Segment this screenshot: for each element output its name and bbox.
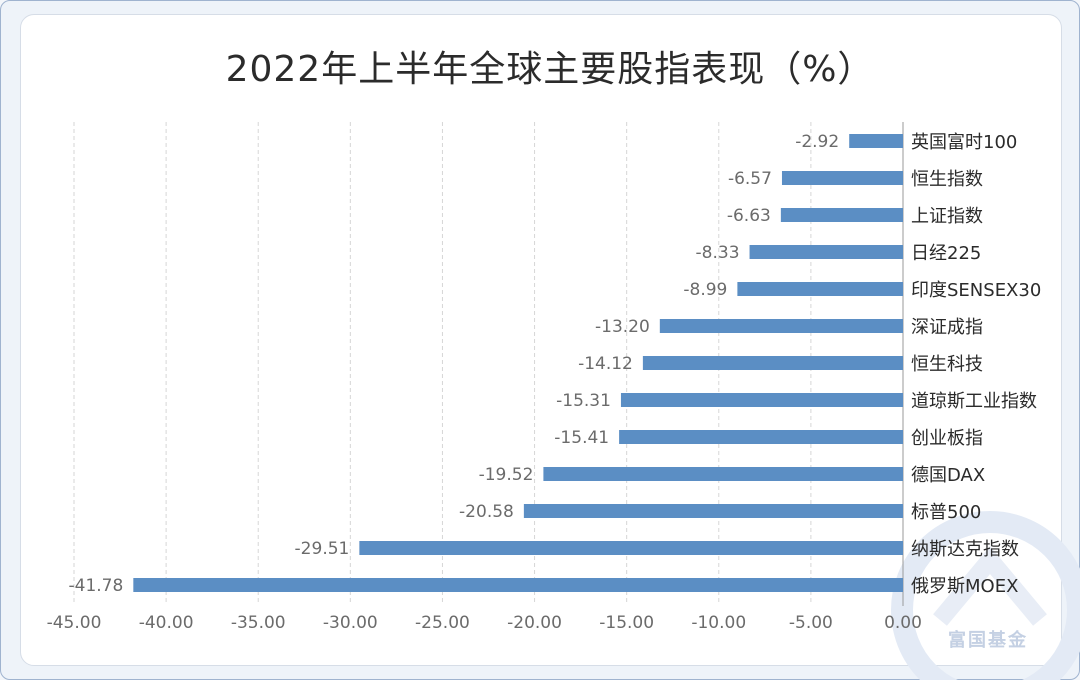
data-label: -29.51 <box>295 539 350 559</box>
chart-card <box>20 14 1062 666</box>
data-label: -6.63 <box>727 206 771 226</box>
bar <box>849 134 903 148</box>
category-label: 创业板指 <box>911 428 983 449</box>
bar <box>659 319 903 333</box>
category-label: 深证成指 <box>911 317 983 338</box>
bar <box>523 504 903 518</box>
bar <box>359 541 903 555</box>
x-tick-label: -35.00 <box>231 613 286 633</box>
category-label: 印度SENSEX30 <box>911 280 1041 301</box>
x-tick-label: -10.00 <box>691 613 746 633</box>
bar <box>133 578 903 592</box>
bar <box>780 208 903 222</box>
data-label: -15.31 <box>556 391 611 411</box>
category-label: 日经225 <box>911 243 981 264</box>
bar <box>749 245 903 259</box>
x-tick-label: -45.00 <box>47 613 102 633</box>
x-tick-label: -40.00 <box>139 613 194 633</box>
x-tick-label: -5.00 <box>789 613 833 633</box>
data-label: -13.20 <box>595 317 650 337</box>
data-label: -15.41 <box>554 428 609 448</box>
x-tick-label: -20.00 <box>507 613 562 633</box>
x-tick-label: -25.00 <box>415 613 470 633</box>
x-tick-label: -30.00 <box>323 613 378 633</box>
watermark-brand: 富国基金 <box>948 630 1028 651</box>
data-label: -20.58 <box>459 502 514 522</box>
data-label: -14.12 <box>578 354 633 374</box>
category-label: 德国DAX <box>911 465 985 486</box>
category-label: 上证指数 <box>911 206 983 227</box>
data-label: -6.57 <box>728 169 772 189</box>
bar <box>619 430 903 444</box>
bar <box>737 282 903 296</box>
category-label: 恒生科技 <box>911 354 983 375</box>
bar <box>781 171 903 185</box>
chart-title: 2022年上半年全球主要股指表现（%） <box>225 49 875 90</box>
data-label: -19.52 <box>479 465 534 485</box>
data-label: -41.78 <box>69 576 124 596</box>
x-tick-label: 0.00 <box>884 613 922 633</box>
data-label: -8.99 <box>683 280 727 300</box>
data-label: -8.33 <box>696 243 740 263</box>
bar <box>543 467 903 481</box>
bar <box>642 356 903 370</box>
category-label: 道琼斯工业指数 <box>911 391 1037 412</box>
category-label: 标普500 <box>911 502 981 523</box>
category-label: 纳斯达克指数 <box>911 539 1019 560</box>
x-tick-label: -15.00 <box>599 613 654 633</box>
bar <box>620 393 903 407</box>
category-label: 恒生指数 <box>911 169 983 190</box>
category-label: 俄罗斯MOEX <box>911 576 1018 597</box>
category-label: 英国富时100 <box>911 132 1017 153</box>
data-label: -2.92 <box>795 132 839 152</box>
